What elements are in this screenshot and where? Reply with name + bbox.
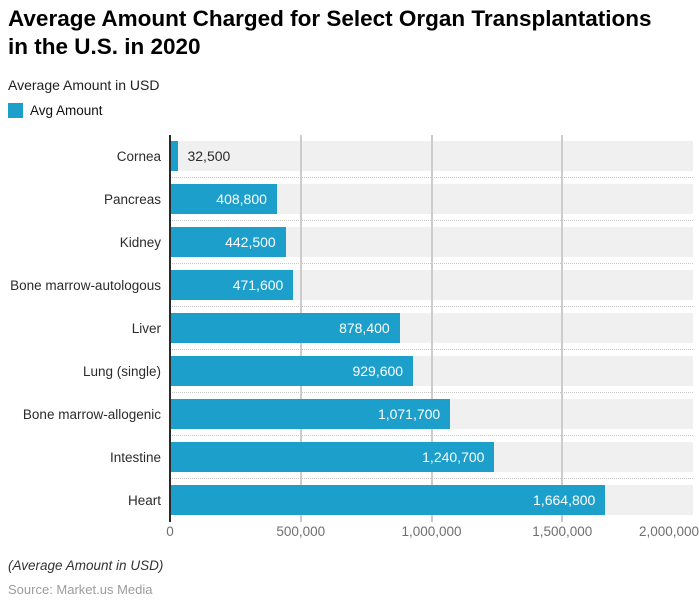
category-label: Lung (single) [82, 364, 161, 379]
bar-cell: 1,240,700 [170, 436, 693, 479]
bar-cell: 929,600 [170, 350, 693, 393]
chart-source: Source: Market.us Media [8, 582, 153, 597]
category-label: Cornea [116, 149, 161, 164]
bar: 408,800 [170, 184, 277, 214]
bar: 929,600 [170, 356, 414, 386]
bar-cell: 32,500 [170, 135, 693, 178]
bar: 471,600 [170, 270, 294, 300]
legend-label: Avg Amount [30, 103, 103, 118]
category-label: Liver [131, 321, 161, 336]
category-label: Pancreas [103, 192, 161, 207]
x-axis: 0 500,000 1,000,000 1,500,000 2,000,000 [0, 524, 699, 541]
bar-cell: 1,664,800 [170, 479, 693, 522]
bar-value-label: 1,664,800 [533, 492, 596, 508]
bar: 1,240,700 [170, 442, 495, 472]
bar-value-label: 1,071,700 [377, 406, 441, 422]
x-tick-label: 0 [166, 524, 174, 539]
bar: 1,664,800 [170, 485, 606, 515]
bar-value-label: 1,240,700 [422, 449, 485, 465]
bar-cell: 408,800 [170, 178, 693, 221]
category-label: Intestine [109, 450, 161, 465]
bar: 442,500 [170, 227, 286, 257]
legend-swatch-icon [8, 103, 23, 118]
legend: Avg Amount [8, 103, 103, 118]
chart-title-line-1: Average Amount Charged for Select Organ … [8, 6, 652, 31]
bar-value-label: 442,500 [225, 234, 276, 250]
bar-cell: 442,500 [170, 221, 693, 264]
bar-cell: 878,400 [170, 307, 693, 350]
bar-row: Bone marrow-autologous 471,600 [0, 264, 699, 307]
chart-title: Average Amount Charged for Select Organ … [8, 5, 651, 61]
bar-row: Lung (single) 929,600 [0, 350, 699, 393]
bar-row: Intestine 1,240,700 [0, 436, 699, 479]
x-tick-label: 500,000 [276, 524, 326, 539]
bar-value-label: 471,600 [232, 277, 284, 293]
bar-value-label: 929,600 [352, 363, 404, 379]
bar-row: Cornea 32,500 [0, 135, 699, 178]
x-tick-label: 1,500,000 [532, 524, 593, 539]
bar-track [170, 141, 693, 171]
category-label: Heart [127, 493, 161, 508]
bar-row: Bone marrow-allogenic 1,071,700 [0, 393, 699, 436]
chart-footnote: (Average Amount in USD) [8, 558, 164, 573]
bar-value-label: 32,500 [187, 148, 231, 164]
chart-title-line-2: in the U.S. in 2020 [8, 34, 201, 59]
bar: 32,500 [170, 141, 230, 171]
bar-row: Kidney 442,500 [0, 221, 699, 264]
category-label: Bone marrow-autologous [10, 278, 161, 293]
bar-cell: 1,071,700 [170, 393, 693, 436]
category-label: Kidney [119, 235, 161, 250]
bar: 878,400 [170, 313, 400, 343]
bar-value-label: 408,800 [216, 191, 267, 207]
bar-row: Heart 1,664,800 [0, 479, 699, 522]
x-tick-label: 2,000,000 [638, 524, 699, 539]
bar-cell: 471,600 [170, 264, 693, 307]
bar-row: Pancreas 408,800 [0, 178, 699, 221]
bar: 1,071,700 [170, 399, 451, 429]
bar-row: Liver 878,400 [0, 307, 699, 350]
bar-chart-plot: Cornea 32,500 Pancreas 408,800 Kidney 442,500… [0, 135, 699, 522]
x-tick-label: 1,000,000 [401, 524, 462, 539]
chart-subtitle: Average Amount in USD [8, 77, 160, 93]
category-label: Bone marrow-allogenic [22, 407, 161, 422]
bar-value-label: 878,400 [339, 320, 390, 336]
